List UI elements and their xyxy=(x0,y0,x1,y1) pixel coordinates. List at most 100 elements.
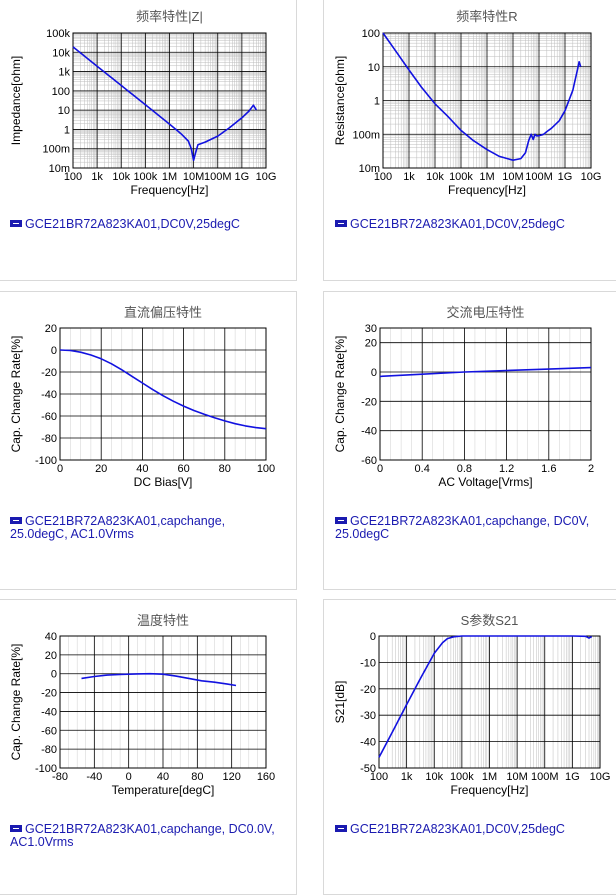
x-tick-label: 0 xyxy=(57,463,63,475)
legend-swatch xyxy=(335,517,347,524)
y-tick-label: 20 xyxy=(45,323,57,335)
legend-text-line2: 25.0degC, AC1.0Vrms xyxy=(10,527,134,541)
y-tick-label: 0 xyxy=(370,631,376,643)
x-axis-label: Temperature[degC] xyxy=(112,783,215,797)
legend-text: GCE21BR72A823KA01,capchange, DC0.0V, xyxy=(25,822,275,836)
series-line xyxy=(81,672,237,687)
y-tick-label: 100m xyxy=(42,144,70,156)
plot-frame xyxy=(382,32,592,169)
chart-title: S参数S21 xyxy=(461,613,519,628)
x-tick-label: 1k xyxy=(401,771,413,783)
y-tick-label: 30 xyxy=(365,323,377,335)
x-tick-label: 1M xyxy=(482,771,497,783)
plot-frame xyxy=(59,327,267,461)
x-tick-label: 1k xyxy=(403,171,415,183)
x-tick-label: 20 xyxy=(95,463,107,475)
x-tick-label: 0 xyxy=(126,771,132,783)
x-tick-label: 80 xyxy=(219,463,231,475)
x-tick-label: 1G xyxy=(565,771,580,783)
legend-text: GCE21BR72A823KA01,DC0V,25degC xyxy=(350,217,565,231)
x-tick-label: 0.4 xyxy=(415,463,430,475)
y-tick-label: 100 xyxy=(362,28,380,40)
legend-temperature[interactable]: GCE21BR72A823KA01,capchange, DC0.0V, AC1… xyxy=(10,823,275,849)
y-axis-label: Cap. Change Rate[%] xyxy=(9,336,23,453)
y-tick-label: 1k xyxy=(58,67,70,79)
x-tick-label: 40 xyxy=(157,771,169,783)
x-axis-label: DC Bias[V] xyxy=(134,475,193,489)
x-tick-label: 40 xyxy=(136,463,148,475)
x-tick-label: 160 xyxy=(257,771,275,783)
y-tick-label: 20 xyxy=(45,650,57,662)
panel-acvoltage: 交流电压特性 0 0.4 0.8 1.2 1.6 2 -60 -40 -20 0 20 30 AC Vol… xyxy=(323,291,616,590)
y-tick-label: 40 xyxy=(45,631,57,643)
legend-s21[interactable]: GCE21BR72A823KA01,DC0V,25degC xyxy=(335,823,565,836)
y-tick-label: -20 xyxy=(41,688,57,700)
x-axis-label: AC Voltage[Vrms] xyxy=(438,475,532,489)
x-tick-label: 10M xyxy=(502,171,523,183)
x-axis-label: Frequency[Hz] xyxy=(130,183,208,197)
grid xyxy=(72,32,267,169)
x-tick-label: -40 xyxy=(86,771,102,783)
y-axis-label: Cap. Change Rate[%] xyxy=(9,644,23,761)
y-tick-label: 10m xyxy=(49,163,70,175)
y-tick-label: -10 xyxy=(360,657,376,669)
series-line xyxy=(72,46,258,162)
y-tick-label: 0 xyxy=(371,367,377,379)
x-tick-label: 100 xyxy=(64,171,82,183)
legend-dcbias[interactable]: GCE21BR72A823KA01,capchange, 25.0degC, A… xyxy=(10,515,225,541)
x-tick-label: 1.6 xyxy=(541,463,556,475)
legend-acvoltage[interactable]: GCE21BR72A823KA01,capchange, DC0V, 25.0d… xyxy=(335,515,589,541)
y-tick-label: -40 xyxy=(360,737,376,749)
y-tick-label: -60 xyxy=(361,455,377,467)
panel-impedance: 频率特性|Z| 100 1k 10k 100k 1M 10M 100M 1G 10G 10m 100m… xyxy=(0,0,297,281)
x-tick-label: 100 xyxy=(374,171,392,183)
grid xyxy=(59,635,267,769)
legend-impedance[interactable]: GCE21BR72A823KA01,DC0V,25degC xyxy=(10,218,240,231)
y-tick-label: -40 xyxy=(41,706,57,718)
series-line xyxy=(378,635,593,758)
x-tick-label: 10M xyxy=(183,171,204,183)
y-tick-label: 100k xyxy=(46,28,70,40)
y-axis-label: Cap. Change Rate[%] xyxy=(333,336,347,453)
x-tick-label: 100M xyxy=(525,171,553,183)
x-tick-label: 100k xyxy=(449,171,473,183)
series-line xyxy=(59,349,267,430)
panel-temperature: 温度特性 -80 -40 0 40 80 120 160 -100 -80 -60 -40 -20 0 20… xyxy=(0,599,297,895)
chart-impedance: 频率特性|Z|100 1k 10k 100k 1M 10M 100M 1G 10G10m100m… xyxy=(9,9,277,197)
legend-text: GCE21BR72A823KA01,capchange, xyxy=(25,514,226,528)
panel-dcbias: 直流偏压特性 0 20 40 60 80 100 -100 -80 -60 -40 -20 0 20 DC … xyxy=(0,291,297,590)
x-tick-label: 10G xyxy=(256,171,277,183)
legend-text-line2: AC1.0Vrms xyxy=(10,835,74,849)
x-tick-label: 1M xyxy=(162,171,177,183)
x-tick-label: 60 xyxy=(177,463,189,475)
y-tick-label: 20 xyxy=(365,338,377,350)
legend-swatch xyxy=(10,825,22,832)
y-tick-label: 0 xyxy=(51,345,57,357)
x-tick-label: 100 xyxy=(370,771,388,783)
x-tick-label: 1M xyxy=(479,171,494,183)
legend-text: GCE21BR72A823KA01,DC0V,25degC xyxy=(25,217,240,231)
y-axis-label: Impedance[ohm] xyxy=(9,56,23,145)
x-tick-label: 100M xyxy=(204,171,232,183)
x-tick-label: 1k xyxy=(91,171,103,183)
legend-resistance[interactable]: GCE21BR72A823KA01,DC0V,25degC xyxy=(335,218,565,231)
chart-dcbias: 直流偏压特性 0 20 40 60 80 100 -100 -80 -60 -40 -20 0 20 DC … xyxy=(9,305,275,489)
x-tick-label: 10M xyxy=(506,771,527,783)
x-axis-label: Frequency[Hz] xyxy=(450,783,528,797)
grid xyxy=(59,327,267,461)
grid xyxy=(378,635,601,769)
y-axis-label: S21[dB] xyxy=(333,681,347,724)
x-tick-label: 10G xyxy=(590,771,611,783)
x-tick-label: 1G xyxy=(558,171,573,183)
chart-title: 直流偏压特性 xyxy=(124,305,202,320)
series-line xyxy=(382,32,582,161)
plot-frame xyxy=(72,32,267,169)
x-tick-label: 80 xyxy=(191,771,203,783)
chart-title: 交流电压特性 xyxy=(446,305,524,320)
legend-text-line2: 25.0degC xyxy=(335,527,390,541)
x-tick-label: 1.2 xyxy=(499,463,514,475)
y-tick-label: 1 xyxy=(374,96,380,108)
panel-resistance: 频率特性R 100 1k 10k 100k 1M 10M 100M 1G 10G 10m 100m 1 1… xyxy=(323,0,616,281)
y-tick-label: -20 xyxy=(360,684,376,696)
x-tick-label: 100k xyxy=(450,771,474,783)
